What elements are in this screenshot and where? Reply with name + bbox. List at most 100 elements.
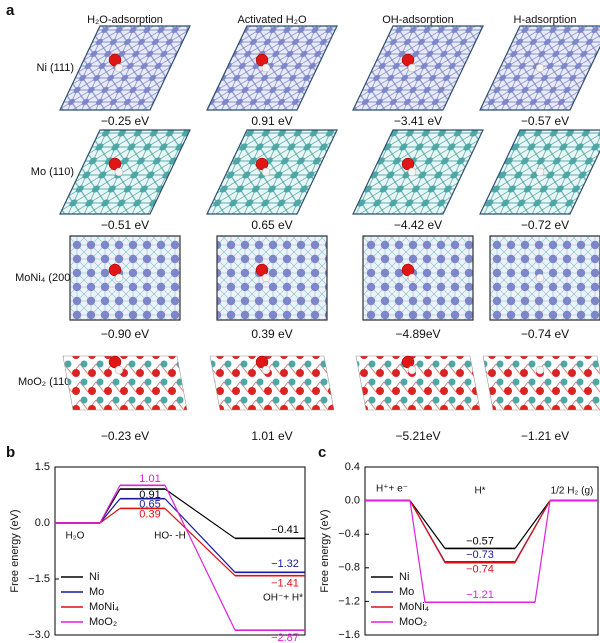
- energy-label: −1.21 eV: [521, 429, 569, 443]
- energy-label: −0.23 eV: [101, 429, 149, 443]
- connector: [514, 500, 551, 549]
- row-label: MoNi₄ (200): [15, 272, 74, 284]
- column-header: H₂O-adsorption: [87, 14, 163, 26]
- structure: [352, 25, 484, 111]
- connector: [99, 485, 121, 524]
- y-tick-label: 0.0: [345, 495, 360, 507]
- hydrogen-atom: [261, 273, 271, 283]
- y-tick-label: −1.2: [338, 595, 360, 607]
- structure: [206, 129, 338, 215]
- y-tick-label: −1.6: [338, 629, 360, 641]
- value-label: −1.21: [466, 589, 494, 601]
- structure: [489, 235, 600, 321]
- hydrogen-atom: [535, 365, 545, 375]
- annotation: H⁺+ e⁻: [376, 484, 408, 495]
- connector: [164, 508, 236, 577]
- y-tick-label: −1.5: [28, 573, 50, 585]
- connector: [409, 500, 426, 603]
- value-label: −2.87: [271, 632, 299, 643]
- energy-label: −4.89eV: [395, 327, 440, 341]
- column-header: H-adsorption: [514, 14, 577, 26]
- oxygen-atom: [401, 355, 415, 369]
- axes-frame: [54, 466, 306, 636]
- structure: [355, 355, 481, 411]
- connector: [409, 500, 446, 564]
- annotation: OH⁻+ H*: [263, 593, 303, 604]
- legend-label: MoO₂: [399, 616, 427, 628]
- oxygen-atom: [108, 355, 122, 369]
- energy-label: −0.57 eV: [521, 114, 569, 128]
- connector: [164, 488, 236, 539]
- energy-label: 1.01 eV: [251, 429, 292, 443]
- energy-label: −4.42 eV: [394, 218, 442, 232]
- oxygen-atom: [108, 263, 122, 277]
- hydrogen-atom: [535, 273, 545, 283]
- y-tick-label: −3.0: [28, 629, 50, 641]
- value-label: −0.73: [466, 549, 494, 561]
- y-tick-label: 0.4: [345, 461, 360, 473]
- energy-label: 0.65 eV: [251, 218, 292, 232]
- connector: [164, 485, 236, 631]
- oxygen-atom: [401, 263, 415, 277]
- row-label: Mo (110): [31, 166, 74, 178]
- y-tick-label: 1.5: [35, 461, 50, 473]
- y-tick-label: 0.0: [35, 517, 50, 529]
- hydrogen-atom: [407, 273, 417, 283]
- structure: [59, 129, 191, 215]
- connector: [164, 498, 236, 573]
- energy-label: 0.39 eV: [251, 327, 292, 341]
- legend-label: Mo: [399, 586, 414, 598]
- annotation: H*: [474, 486, 485, 497]
- structure: [216, 235, 328, 321]
- oxygen-atom: [108, 157, 122, 171]
- energy-label: −5.21eV: [395, 429, 440, 443]
- structure: [362, 235, 474, 321]
- value-label: −1.32: [271, 558, 299, 570]
- oxygen-atom: [401, 157, 415, 171]
- hydrogen-atom: [407, 167, 417, 177]
- hydrogen-atom: [261, 63, 271, 73]
- structure: [209, 355, 335, 411]
- y-tick-label: −0.8: [338, 562, 360, 574]
- y-axis-label: Free energy (eV): [319, 509, 331, 592]
- y-axis-label: Free energy (eV): [9, 509, 21, 592]
- oxygen-atom: [401, 53, 415, 67]
- legend-label: Ni: [89, 571, 99, 583]
- energy-label: −0.25 eV: [101, 114, 149, 128]
- row-label: Ni (111): [37, 62, 75, 74]
- connector: [99, 507, 121, 524]
- legend-label: MoNi₄: [399, 601, 430, 613]
- hydrogen-atom: [114, 63, 124, 73]
- annotation: HO- -H: [154, 531, 186, 542]
- structure: [206, 25, 338, 111]
- panel-label: a: [6, 2, 15, 19]
- structure: [69, 235, 181, 321]
- connector: [514, 500, 551, 564]
- connector: [534, 500, 551, 603]
- structure: [62, 355, 188, 411]
- hydrogen-atom: [261, 167, 271, 177]
- legend-label: MoNi₄: [89, 601, 120, 613]
- value-label: −0.74: [466, 564, 494, 576]
- legend-label: MoO₂: [89, 616, 117, 628]
- energy-label: −0.90 eV: [101, 327, 149, 341]
- value-label: −1.41: [271, 578, 299, 590]
- value-label: 0.65: [139, 499, 160, 511]
- column-header: Activated H₂O: [237, 14, 307, 26]
- energy-label: −0.51 eV: [101, 218, 149, 232]
- panel-label: c: [318, 444, 326, 461]
- hydrogen-atom: [114, 167, 124, 177]
- structure: [482, 355, 600, 411]
- value-label: −0.57: [466, 535, 494, 547]
- connector: [409, 500, 446, 549]
- hydrogen-atom: [114, 273, 124, 283]
- hydrogen-atom: [407, 63, 417, 73]
- column-header: OH-adsorption: [382, 14, 454, 26]
- annotation: H₂O: [66, 531, 85, 542]
- structure: [59, 25, 191, 111]
- y-tick-label: −0.4: [338, 528, 360, 540]
- oxygen-atom: [255, 355, 269, 369]
- value-label: 1.01: [139, 473, 160, 485]
- energy-label: 0.91 eV: [251, 114, 292, 128]
- value-label: 0.91: [139, 489, 160, 501]
